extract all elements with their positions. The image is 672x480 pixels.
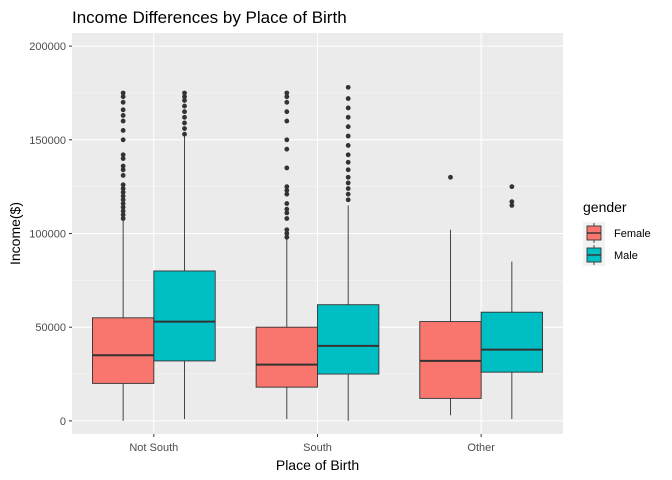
outlier-point: [120, 193, 126, 199]
legend-label-male: Male: [614, 250, 638, 262]
box-male-south: [317, 84, 380, 421]
outlier-point: [509, 202, 515, 208]
outlier-point: [120, 156, 126, 161]
outlier-point: [345, 96, 351, 101]
outlier-point: [284, 118, 290, 124]
outlier-point: [345, 152, 351, 158]
outlier-point: [120, 186, 126, 191]
box-iqr: [92, 317, 155, 384]
legend: gender Female Male: [583, 199, 651, 266]
outlier-point: [284, 137, 290, 143]
outlier-point: [182, 126, 187, 131]
outlier-point: [182, 109, 187, 115]
outlier-point: [182, 131, 187, 137]
outlier-point: [345, 186, 351, 191]
outlier-point: [120, 99, 126, 105]
outlier-point: [120, 152, 126, 158]
box-iqr: [317, 304, 380, 375]
outlier-point: [120, 201, 126, 206]
outlier-point: [284, 191, 290, 197]
outlier-point: [284, 90, 290, 96]
legend-label-female: Female: [614, 228, 651, 240]
outlier-point: [345, 143, 351, 148]
outlier-point: [284, 99, 290, 105]
outlier-point: [120, 113, 126, 118]
outlier-point: [120, 212, 126, 218]
outlier-point: [345, 191, 351, 197]
outlier-point: [182, 114, 187, 120]
outlier-point: [284, 146, 290, 152]
outlier-point: [284, 231, 290, 236]
y-tick-label: 0: [60, 416, 66, 428]
outlier-point: [120, 128, 126, 133]
x-tick-label: South: [303, 442, 332, 454]
outlier-point: [345, 174, 351, 180]
outlier-point: [120, 118, 126, 124]
outlier-point: [120, 167, 126, 173]
outlier-point: [120, 107, 126, 113]
outlier-point: [182, 103, 187, 109]
outlier-point: [345, 180, 351, 186]
outlier-point: [284, 210, 290, 216]
y-tick-label: 50000: [35, 322, 66, 334]
y-tick-label: 150000: [29, 135, 66, 147]
outlier-point: [509, 199, 515, 205]
y-tick-label: 100000: [29, 229, 66, 241]
outlier-point: [120, 216, 126, 221]
outlier-point: [345, 159, 351, 165]
outlier-point: [509, 184, 515, 190]
legend-title: gender: [583, 199, 627, 215]
outlier-point: [120, 204, 126, 210]
outlier-point: [120, 137, 126, 143]
x-tick-label: Other: [467, 442, 495, 454]
outlier-point: [182, 90, 187, 96]
outlier-point: [120, 94, 126, 100]
outlier-point: [284, 234, 290, 240]
box-iqr: [153, 270, 216, 362]
outlier-point: [345, 133, 351, 139]
y-axis: 0 50000 100000 150000 200000: [29, 41, 72, 428]
x-tick-label: Not South: [129, 442, 178, 454]
outlier-point: [345, 84, 351, 90]
y-tick-label: 200000: [29, 41, 66, 53]
outlier-point: [284, 227, 290, 233]
box-male-not-south: [153, 90, 216, 420]
outlier-point: [120, 208, 126, 214]
outlier-point: [182, 120, 187, 126]
outlier-point: [182, 98, 187, 103]
chart-title: Income Differences by Place of Birth: [72, 8, 347, 27]
outlier-point: [120, 90, 126, 96]
outlier-point: [120, 173, 126, 178]
outlier-point: [284, 165, 290, 171]
outlier-point: [284, 94, 290, 100]
outlier-point: [345, 197, 351, 203]
outlier-point: [284, 216, 290, 221]
outlier-point: [120, 163, 126, 169]
outlier-point: [284, 188, 290, 193]
outlier-point: [284, 206, 290, 212]
outlier-point: [182, 94, 187, 100]
box-female-other: [419, 174, 482, 416]
box-female-not-south: [92, 90, 155, 421]
box-iqr: [480, 311, 543, 373]
box-female-south: [255, 90, 318, 420]
outlier-point: [120, 189, 126, 195]
outlier-point: [345, 167, 351, 173]
outlier-point: [345, 114, 351, 120]
outlier-point: [448, 174, 453, 180]
outlier-point: [345, 105, 351, 111]
x-axis: Not South South Other: [129, 434, 495, 454]
outlier-point: [284, 184, 290, 190]
box-male-other: [480, 184, 543, 420]
box-series: [92, 84, 543, 421]
y-axis-title: Income($): [7, 202, 23, 265]
outlier-point: [120, 197, 126, 203]
box-iqr: [255, 326, 318, 388]
outlier-point: [284, 201, 290, 206]
outlier-point: [284, 109, 290, 115]
outlier-point: [345, 124, 351, 130]
outlier-point: [120, 182, 126, 188]
x-axis-title: Place of Birth: [276, 457, 359, 473]
